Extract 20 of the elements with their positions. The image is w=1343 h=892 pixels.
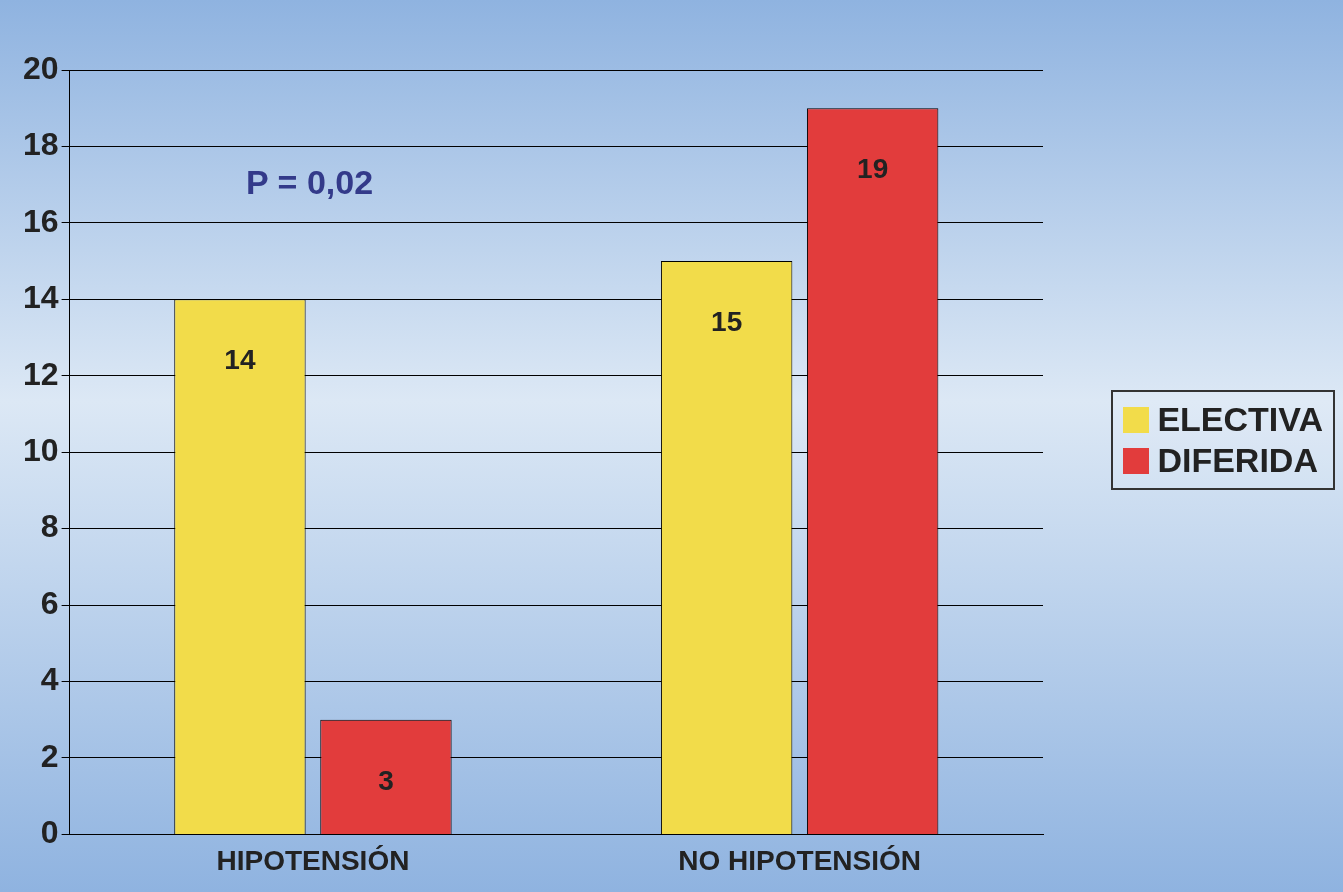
y-tick-label: 6 [40,584,59,621]
data-label: 14 [224,344,256,376]
data-label: 15 [711,306,743,338]
annotation: P = 0,02 [246,163,374,202]
x-tick-label: NO HIPOTENSIÓN [678,844,921,876]
y-tick-label: 12 [23,355,59,392]
y-tick-label: 4 [40,661,59,698]
y-tick-label: 14 [23,279,59,316]
y-tick-label: 20 [23,49,59,86]
y-tick-label: 16 [23,202,59,239]
y-tick-label: 18 [23,126,59,163]
y-tick-label: 0 [40,814,59,851]
y-tick-label: 2 [40,737,59,774]
legend-label: DIFERIDA [1157,441,1318,480]
y-tick-label: 8 [40,508,59,545]
legend-label: ELECTIVA [1157,400,1323,439]
data-label: 19 [857,153,889,185]
x-tick-label: HIPOTENSIÓN [216,844,410,876]
data-label: 3 [378,764,394,796]
y-tick-label: 10 [23,432,59,469]
